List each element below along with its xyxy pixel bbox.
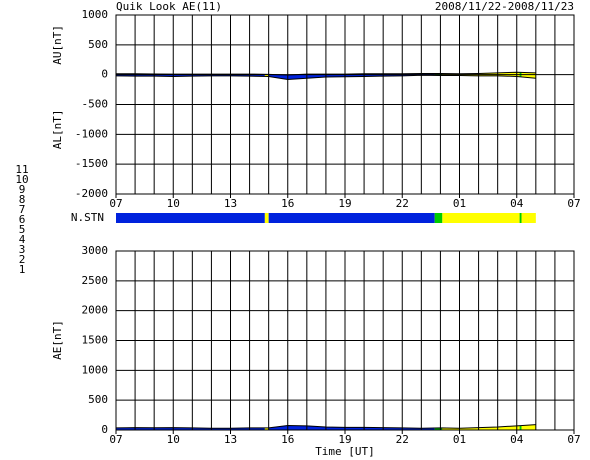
station-legend-label: 5: [19, 223, 26, 236]
x-tick-label: 16: [281, 433, 294, 446]
y-tick-label: 2500: [82, 274, 109, 287]
station-legend-label: 6: [19, 213, 26, 226]
y-tick-label: 0: [101, 423, 108, 436]
y-tick-label: 1000: [82, 363, 109, 376]
y-tick-label: -500: [82, 98, 109, 111]
x-tick-label: 19: [338, 433, 351, 446]
x-tick-label: 07: [109, 433, 122, 446]
station-legend-label: 3: [19, 243, 26, 256]
station-legend-label: 2: [19, 253, 26, 266]
station-segment: [268, 213, 435, 223]
x-tick-label: 10: [167, 197, 180, 210]
y-axis-label: AU[nT]: [51, 25, 64, 65]
x-tick-label: 07: [567, 433, 580, 446]
x-tick-label: 13: [224, 197, 237, 210]
station-legend-label: 9: [19, 183, 26, 196]
y-tick-label: 0: [101, 68, 108, 81]
stations-label: N.STN: [71, 211, 104, 224]
y-axis-label: AE[nT]: [51, 320, 64, 360]
station-segment: [519, 213, 522, 223]
y-tick-label: 1500: [82, 334, 109, 347]
activity-band: [264, 427, 269, 430]
plot-frame: [115, 250, 575, 431]
x-tick-label: 16: [281, 197, 294, 210]
y-tick-label: -1500: [75, 157, 108, 170]
station-legend-label: 11: [15, 163, 28, 176]
x-tick-label: 13: [224, 433, 237, 446]
x-tick-label: 10: [167, 433, 180, 446]
station-legend-label: 1: [19, 263, 26, 276]
x-tick-label: 19: [338, 197, 351, 210]
data-line: [116, 71, 536, 76]
x-tick-label: 01: [453, 433, 466, 446]
station-legend-label: 10: [15, 173, 28, 186]
date-range: 2008/11/22-2008/11/23: [435, 0, 574, 13]
x-tick-label: 22: [396, 433, 409, 446]
station-segment: [521, 213, 536, 223]
title: Quik Look AE(11): [116, 0, 222, 13]
activity-band: [521, 424, 536, 430]
y-tick-label: -1000: [75, 127, 108, 140]
data-line: [115, 74, 536, 80]
station-legend-label: 4: [19, 233, 26, 246]
activity-band: [519, 425, 522, 430]
x-tick-label: 04: [510, 433, 524, 446]
y-tick-label: -2000: [75, 187, 108, 200]
station-segment: [116, 213, 265, 223]
station-legend-label: 7: [19, 203, 26, 216]
y-tick-label: 3000: [82, 244, 109, 257]
y-tick-label: 500: [88, 38, 108, 51]
station-segment: [442, 213, 520, 223]
station-segment: [434, 213, 443, 223]
x-tick-label: 22: [396, 197, 409, 210]
plot-frame: [115, 14, 575, 195]
y-tick-label: 500: [88, 393, 108, 406]
data-line: [115, 424, 536, 429]
y-tick-label: 1000: [82, 8, 109, 21]
x-axis-label: Time [UT]: [315, 445, 375, 458]
x-tick-label: 01: [453, 197, 466, 210]
x-tick-label: 07: [567, 197, 580, 210]
x-tick-label: 07: [109, 197, 122, 210]
y-tick-label: 2000: [82, 304, 109, 317]
station-segment: [264, 213, 269, 223]
y-axis-label: AL[nT]: [51, 109, 64, 149]
station-legend-label: 8: [19, 193, 26, 206]
x-tick-label: 04: [510, 197, 524, 210]
